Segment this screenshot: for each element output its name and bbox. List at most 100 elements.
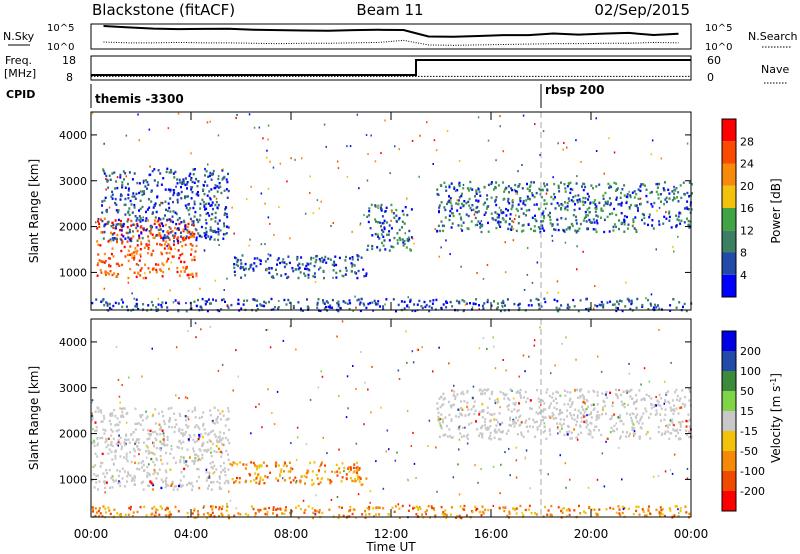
scatter-cell xyxy=(676,394,679,398)
scatter-cell xyxy=(398,148,400,151)
scatter-cell xyxy=(475,192,478,195)
scatter-cell xyxy=(560,427,563,430)
scatter-cell xyxy=(451,404,454,407)
scatter-cell xyxy=(92,428,94,431)
scatter-cell xyxy=(571,401,574,404)
scatter-cell xyxy=(367,220,370,224)
scatter-cell xyxy=(178,446,180,449)
scatter-cell xyxy=(168,510,171,513)
scatter-cell xyxy=(463,504,466,508)
scatter-cell xyxy=(175,485,178,488)
scatter-cell xyxy=(155,271,158,274)
scatter-cell xyxy=(639,426,642,429)
scatter-cell xyxy=(119,455,122,458)
scatter-cell xyxy=(541,212,544,215)
scatter-cell xyxy=(170,426,173,429)
scatter-cell xyxy=(91,112,94,115)
scatter-cell xyxy=(655,396,657,398)
scatter-cell xyxy=(118,434,120,437)
scatter-cell xyxy=(146,187,148,190)
scatter-cell xyxy=(523,396,526,399)
scatter-cell xyxy=(481,409,484,412)
scatter-cell xyxy=(585,215,588,219)
scatter-cell xyxy=(183,196,186,200)
scatter-cell xyxy=(596,410,599,413)
scatter-cell xyxy=(207,433,210,436)
scatter-cell xyxy=(548,405,551,408)
scatter-cell xyxy=(134,250,137,253)
scatter-cell xyxy=(250,461,253,464)
scatter-cell xyxy=(110,308,113,311)
scatter-cell xyxy=(101,515,104,518)
scatter-cell xyxy=(560,304,563,307)
scatter-cell xyxy=(364,516,367,519)
scatter-cell xyxy=(459,432,462,435)
scatter-cell xyxy=(645,194,648,198)
scatter-cell xyxy=(132,447,135,451)
scatter-cell xyxy=(486,406,489,409)
scatter-cell xyxy=(665,200,668,204)
scatter-cell xyxy=(332,222,334,224)
scatter-cell xyxy=(158,223,161,226)
scatter-cell xyxy=(605,391,608,394)
scatter-cell xyxy=(620,400,623,403)
scatter-cell xyxy=(175,185,177,188)
scatter-cell xyxy=(533,421,536,424)
scatter-cell xyxy=(105,469,108,472)
scatter-cell xyxy=(193,235,195,239)
scatter-cell xyxy=(673,196,675,199)
scatter-cell xyxy=(303,474,306,478)
scatter-cell xyxy=(555,390,558,393)
scatter-cell xyxy=(104,223,107,226)
scatter-cell xyxy=(384,303,386,306)
scatter-cell xyxy=(137,113,139,116)
scatter-cell xyxy=(563,389,566,392)
scatter-cell xyxy=(317,482,320,486)
scatter-cell xyxy=(380,225,382,228)
scatter-cell xyxy=(204,174,206,177)
scatter-cell xyxy=(665,425,667,427)
scatter-cell xyxy=(474,302,477,306)
scatter-cell xyxy=(590,404,593,407)
scatter-cell xyxy=(622,422,625,426)
scatter-cell xyxy=(222,414,225,417)
scatter-cell xyxy=(458,302,461,305)
scatter-cell xyxy=(589,430,592,433)
scatter-cell xyxy=(450,406,453,409)
scatter-cell xyxy=(365,134,368,136)
scatter-cell xyxy=(644,407,647,410)
scatter-cell xyxy=(527,430,530,433)
scatter-cell xyxy=(484,417,487,421)
scatter-cell xyxy=(341,462,344,465)
scatter-cell xyxy=(176,182,179,185)
scatter-cell xyxy=(170,261,172,264)
scatter-cell xyxy=(396,242,399,245)
scatter-cell xyxy=(589,220,592,223)
scatter-cell xyxy=(643,367,646,370)
scatter-cell xyxy=(353,463,356,466)
scatter-cell xyxy=(664,399,666,402)
scatter-cell xyxy=(371,247,374,251)
scatter-cell xyxy=(524,203,527,207)
scatter-cell xyxy=(634,216,637,219)
scatter-cell xyxy=(626,391,629,394)
scatter-cell xyxy=(225,509,228,512)
scatter-cell xyxy=(533,181,535,184)
scatter-cell xyxy=(193,258,196,262)
scatter-cell xyxy=(495,196,498,199)
scatter-cell xyxy=(196,440,199,443)
scatter-cell xyxy=(494,186,497,190)
scatter-cell xyxy=(615,213,618,217)
scatter-cell xyxy=(303,272,306,275)
scatter-cell xyxy=(660,193,662,196)
scatter-cell xyxy=(218,182,221,185)
scatter-cell xyxy=(543,416,546,419)
scatter-cell xyxy=(542,419,544,422)
scatter-cell xyxy=(478,190,481,194)
scatter-cell xyxy=(679,509,682,513)
scatter-cell xyxy=(295,268,298,271)
scatter-cell xyxy=(178,300,180,303)
scatter-cell xyxy=(202,443,204,447)
scatter-cell xyxy=(687,219,690,223)
scatter-cell xyxy=(312,511,315,515)
